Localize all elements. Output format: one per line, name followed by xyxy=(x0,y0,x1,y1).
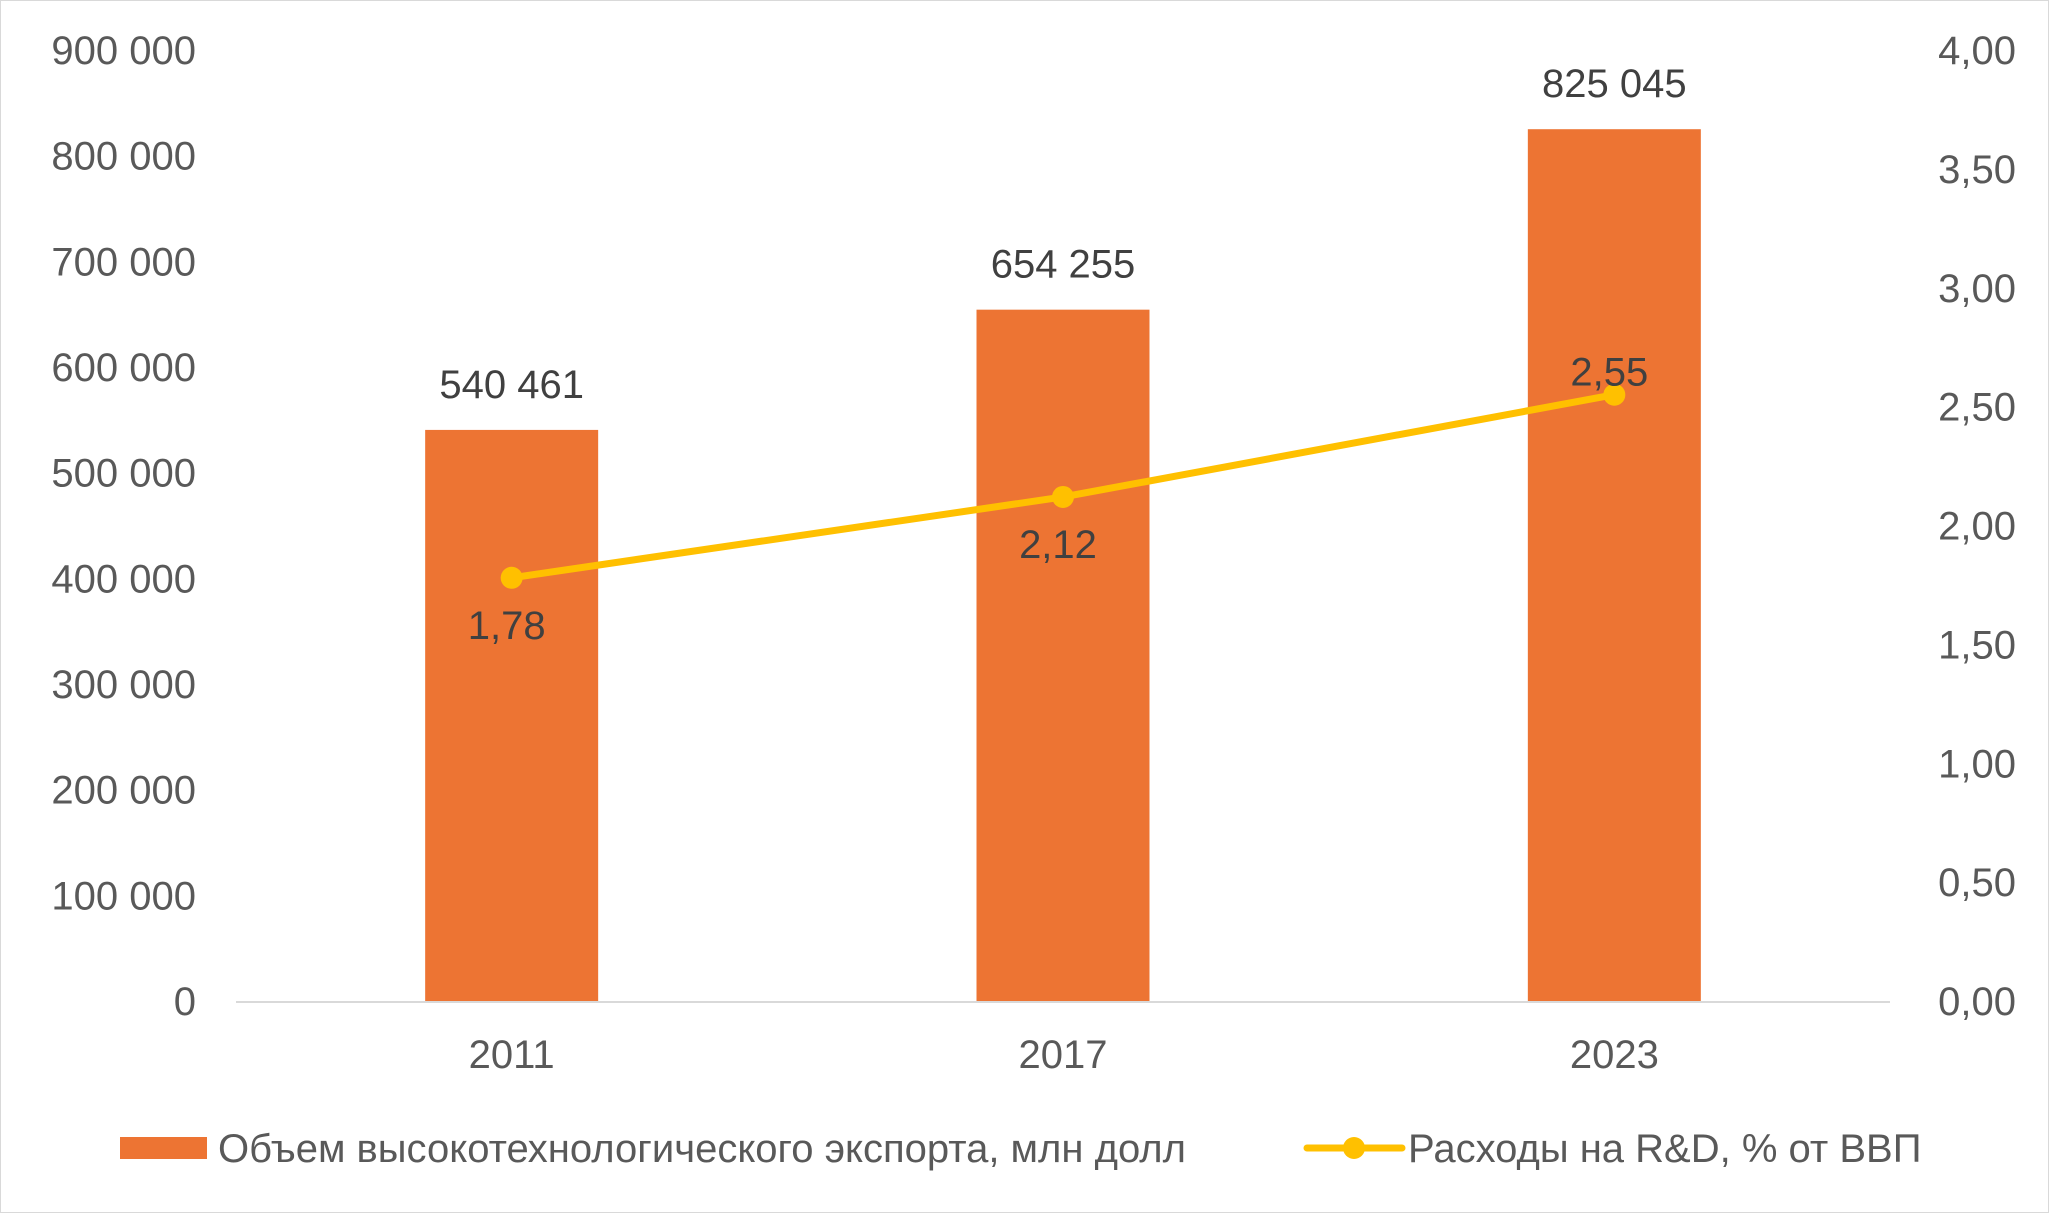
right-axis-tick-label: 0,00 xyxy=(1938,980,2016,1024)
legend-bar-swatch xyxy=(120,1137,207,1159)
left-axis-tick-label: 400 000 xyxy=(51,557,196,601)
right-axis-tick-label: 1,00 xyxy=(1938,742,2016,786)
x-axis-tick-label: 2011 xyxy=(469,1033,555,1077)
left-axis-tick-label: 0 xyxy=(174,980,196,1024)
right-axis: 0,00 0,50 1,00 1,50 2,00 2,50 3,00 3,50 4,00 xyxy=(1938,29,2016,1024)
line-value-labels: 1,78 2,12 2,55 xyxy=(468,351,1649,648)
left-axis-tick-label: 100 000 xyxy=(51,874,196,918)
line-point xyxy=(500,566,523,589)
right-axis-tick-label: 2,50 xyxy=(1938,386,2016,430)
line-point xyxy=(1052,485,1074,508)
bar-value-label: 825 045 xyxy=(1542,62,1687,106)
right-axis-tick-label: 0,50 xyxy=(1938,861,2016,905)
x-axis-tick-label: 2017 xyxy=(1019,1033,1108,1077)
bar xyxy=(976,309,1150,1002)
left-axis-tick-label: 600 000 xyxy=(51,346,196,390)
left-axis-tick-label: 300 000 xyxy=(51,663,196,707)
line-series xyxy=(500,383,1626,589)
legend-line-label: Расходы на R&D, % от ВВП xyxy=(1408,1127,1921,1171)
legend: Объем высокотехнологического экспорта, м… xyxy=(120,1127,1921,1171)
line-point xyxy=(1603,383,1626,406)
line-value-label: 2,55 xyxy=(1570,351,1648,395)
left-axis-tick-label: 700 000 xyxy=(51,240,196,284)
right-axis-tick-label: 2,00 xyxy=(1938,505,2016,549)
right-axis-tick-label: 3,50 xyxy=(1938,148,2016,192)
legend-bar-label: Объем высокотехнологического экспорта, м… xyxy=(218,1127,1186,1171)
left-axis-tick-label: 800 000 xyxy=(51,135,196,179)
x-axis: 2011 2017 2023 xyxy=(469,1033,1659,1077)
left-axis: 0 100 000 200 000 300 000 400 000 500 000 600 … xyxy=(51,29,196,1024)
bar-value-label: 654 255 xyxy=(991,243,1136,287)
right-axis-tick-label: 4,00 xyxy=(1938,29,2016,73)
line-value-label: 2,12 xyxy=(1019,523,1097,567)
bar-series xyxy=(425,129,1701,1002)
bar xyxy=(1527,129,1701,1001)
line-value-label: 1,78 xyxy=(468,604,546,648)
bar-value-labels: 540 461 654 255 825 045 xyxy=(439,62,1686,407)
bar-value-label: 540 461 xyxy=(439,363,584,407)
left-axis-tick-label: 200 000 xyxy=(51,769,196,813)
legend-line-marker xyxy=(1343,1137,1365,1159)
right-axis-tick-label: 1,50 xyxy=(1938,623,2016,667)
bar xyxy=(425,429,599,1002)
right-axis-tick-label: 3,00 xyxy=(1938,267,2016,311)
left-axis-tick-label: 500 000 xyxy=(51,452,196,496)
left-axis-tick-label: 900 000 xyxy=(51,29,196,73)
x-axis-tick-label: 2023 xyxy=(1570,1033,1659,1077)
